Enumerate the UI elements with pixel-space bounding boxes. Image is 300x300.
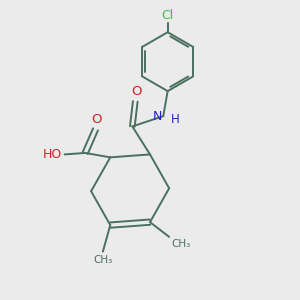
Text: CH₃: CH₃: [93, 254, 112, 265]
Text: HO: HO: [43, 148, 62, 161]
Text: O: O: [131, 85, 142, 98]
Text: O: O: [92, 113, 102, 126]
Text: H: H: [171, 112, 179, 126]
Text: CH₃: CH₃: [172, 239, 191, 249]
Text: Cl: Cl: [161, 9, 174, 22]
Text: N: N: [152, 110, 162, 123]
